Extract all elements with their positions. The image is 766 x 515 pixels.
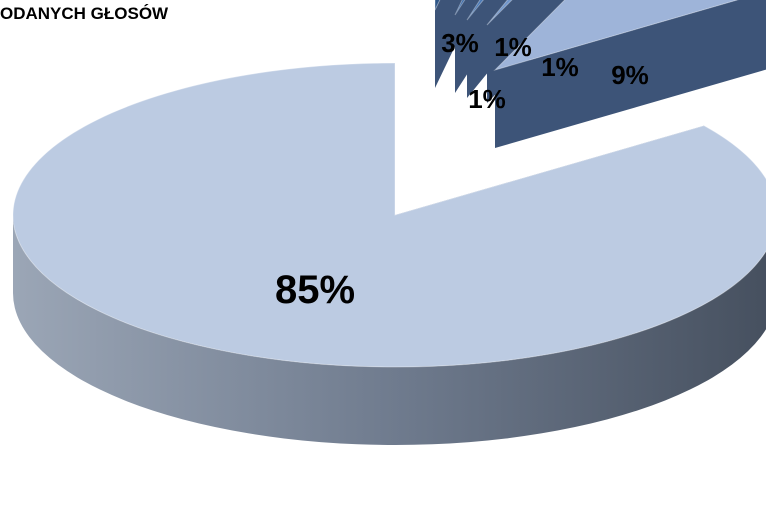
pie-slice-label-5: 85% — [275, 268, 355, 312]
pie-slice-top-2 — [466, 0, 484, 21]
pie-slice-top-0 — [434, 0, 441, 11]
pie-slice-3 — [486, 0, 590, 103]
pie-slice-label-4: 9% — [611, 60, 649, 90]
pie-slice-side-5 — [13, 215, 766, 445]
pie-slice-top-5 — [12, 62, 766, 368]
pie-slice-wall-4 — [495, 0, 766, 148]
pie-slice-label-0: 3% — [441, 28, 479, 58]
pie-slice-top-1 — [454, 0, 466, 16]
chart-title: ODANYCH GŁOSÓW — [0, 4, 169, 23]
pie-slice-wall-0 — [435, 0, 478, 88]
pie-slice-label-1: 1% — [494, 32, 532, 62]
pie-slice-wall-3 — [487, 0, 590, 103]
pie-slice-5 — [12, 62, 766, 445]
pie-slice-top-4 — [493, 0, 739, 72]
pie-slice-0 — [434, 0, 478, 88]
pie-slice-label-2: 1% — [468, 84, 506, 114]
pie-slice-4 — [493, 0, 766, 148]
pie-slice-label-3: 1% — [541, 52, 579, 82]
